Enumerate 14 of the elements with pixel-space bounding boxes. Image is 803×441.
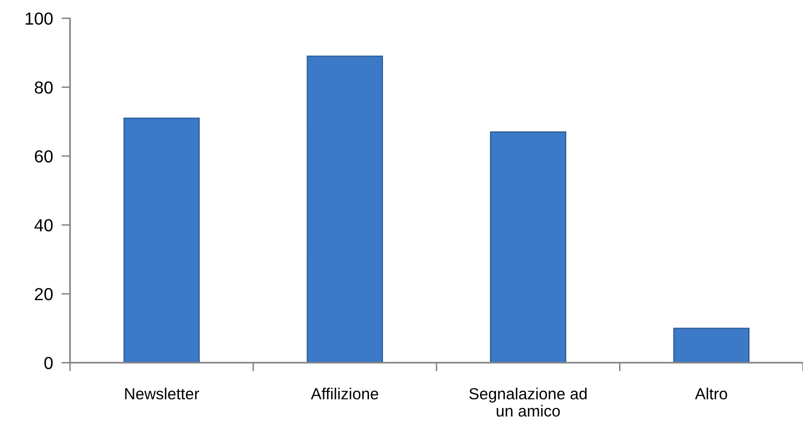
bar [673,328,750,363]
x-tick-label: Newsletter [125,388,200,400]
bar [490,131,566,363]
bar [124,118,200,363]
bar [306,56,383,363]
y-tick-label: 0 [44,356,53,370]
y-tick-label: 80 [34,81,53,94]
x-tick-label: Segnalazione ad un amico [469,388,587,417]
y-tick-label: 40 [34,219,53,232]
y-tick-label: 60 [34,150,53,163]
x-tick-label: Affilizione [310,388,378,400]
y-tick-label: 100 [26,12,53,25]
x-tick-label: Altro [694,388,728,400]
y-tick-label: 20 [34,288,53,300]
